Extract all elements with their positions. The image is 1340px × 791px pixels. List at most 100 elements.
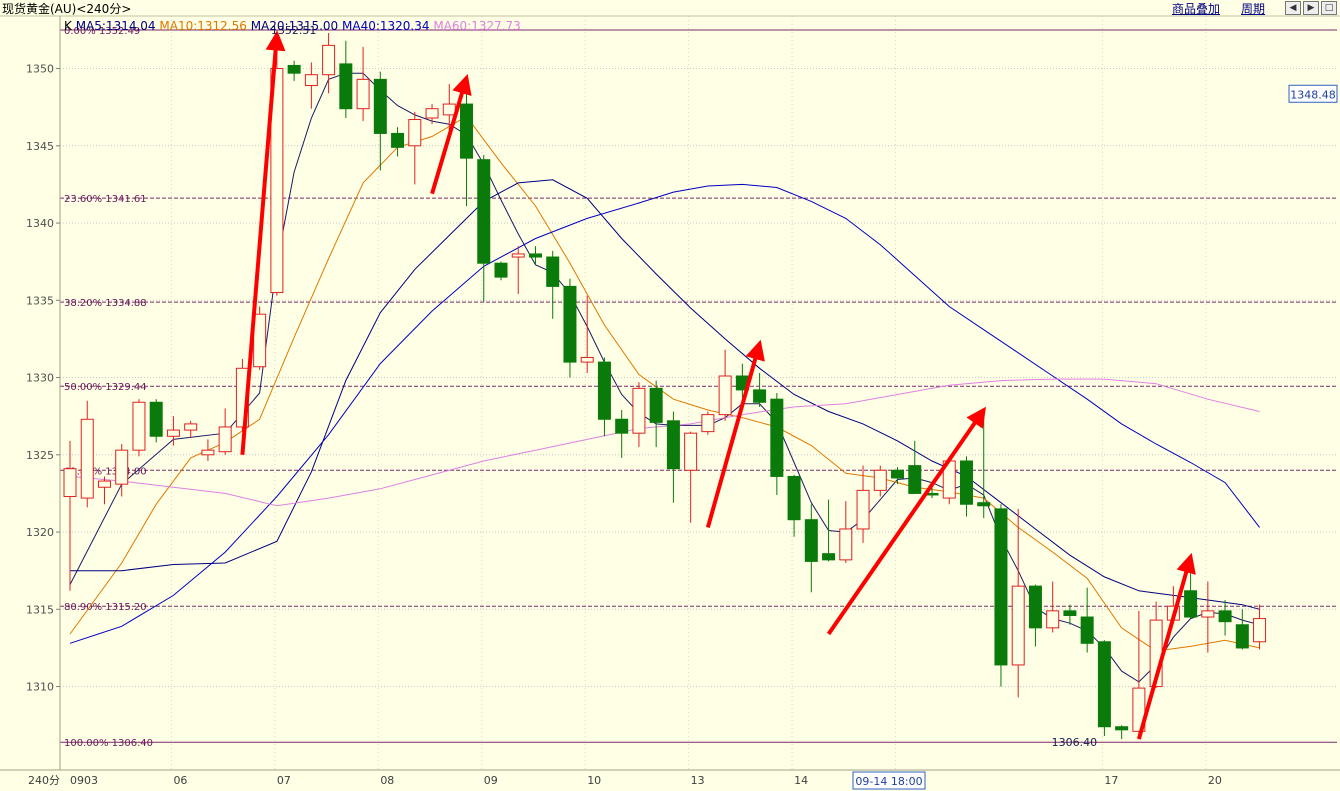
candle-body <box>132 401 146 451</box>
candle-body <box>149 401 163 437</box>
candle-body <box>408 119 422 147</box>
candle-body <box>1184 590 1198 618</box>
candle-body <box>201 449 215 456</box>
y-tick-label: 1320 <box>26 526 54 539</box>
candle-body <box>425 108 439 119</box>
candle <box>666 411 680 503</box>
x-tick-label: 10 <box>587 774 601 787</box>
candle-body <box>1115 726 1129 731</box>
candle-body <box>80 418 94 499</box>
candle <box>615 409 629 458</box>
candle-body <box>494 262 508 278</box>
candle <box>408 111 422 185</box>
candle-body <box>1218 610 1232 623</box>
candle <box>1201 581 1215 653</box>
candle-body <box>666 420 680 470</box>
candle-body <box>1028 585 1042 629</box>
candles-layer <box>63 29 1267 740</box>
candle-body <box>632 387 646 434</box>
candle <box>1132 610 1146 740</box>
candle-body <box>615 418 629 434</box>
candle-body <box>563 285 577 363</box>
candle-body <box>373 78 387 134</box>
candle <box>908 440 922 494</box>
candle-body <box>322 44 336 76</box>
maximize-icon[interactable]: □ <box>1321 1 1337 15</box>
legend-item: MA20:1315.00 <box>251 19 342 33</box>
overlay-button[interactable]: 商品叠加 <box>1172 2 1221 16</box>
candle-body <box>546 256 560 287</box>
y-tick-label: 1345 <box>26 140 54 153</box>
legend-item: MA5:1314.04 <box>76 19 160 33</box>
candle-body <box>649 387 663 423</box>
candle <box>391 127 405 157</box>
y-tick-label: 1315 <box>26 603 54 616</box>
chevron-left-icon[interactable]: ◀ <box>1285 1 1301 15</box>
candle-body <box>63 468 77 498</box>
candle <box>80 400 94 508</box>
cursor-label-box <box>852 771 926 790</box>
ma-line-ma40 <box>69 183 1260 644</box>
candle-body <box>1097 641 1111 728</box>
fib-level-label: 23.60% 1341.61 <box>64 194 147 205</box>
candle-body <box>460 103 474 159</box>
legend-item: MA60:1327.73 <box>433 19 521 33</box>
candle <box>1253 604 1267 650</box>
candle <box>477 155 491 302</box>
y-tick-label: 1330 <box>26 372 54 385</box>
candle <box>218 408 232 455</box>
ma-line-ma60 <box>69 378 1260 507</box>
candle <box>770 393 784 495</box>
candle-body <box>1201 610 1215 618</box>
candle <box>701 411 715 435</box>
x-tick-label: 13 <box>691 774 705 787</box>
candle-body <box>1080 616 1094 644</box>
candle <box>1218 600 1232 636</box>
candle-body <box>1063 610 1077 616</box>
candle-body <box>287 64 301 74</box>
candle <box>304 62 318 109</box>
candle <box>684 431 698 523</box>
candle <box>270 29 284 296</box>
trend-arrow <box>240 30 286 455</box>
y-tick-label: 1340 <box>26 217 54 230</box>
ma-line-ma20 <box>70 179 1260 610</box>
candle <box>839 501 853 563</box>
candle-body <box>304 74 318 87</box>
candle <box>149 399 163 443</box>
candle-body <box>1235 624 1249 649</box>
right-price-label: 1348.48 <box>1290 88 1336 101</box>
fib-level-label: 38.20% 1334.88 <box>64 298 147 309</box>
y-tick-label: 1325 <box>26 449 54 462</box>
chevron-right-icon[interactable]: ▶ <box>1303 1 1319 15</box>
period-button[interactable]: 周期 <box>1241 2 1266 16</box>
right-price-box <box>1288 84 1338 103</box>
candle <box>1080 587 1094 653</box>
x-tick-label: 09 <box>484 774 498 787</box>
period-label: 240分 <box>28 774 60 787</box>
candle <box>804 504 818 593</box>
candle <box>528 246 542 265</box>
candle <box>753 372 767 407</box>
candle-body <box>908 465 922 494</box>
x-tick-label: 14 <box>794 774 808 787</box>
legend-item: MA10:1312.56 <box>159 19 250 33</box>
candle-body <box>115 449 129 485</box>
candle <box>1046 581 1060 633</box>
candle-body <box>356 78 370 110</box>
candle <box>1011 508 1025 698</box>
candle-body <box>994 508 1008 666</box>
candle <box>339 40 353 118</box>
candle-body <box>218 426 232 453</box>
candle <box>184 420 198 438</box>
ma-legend-text: K MA5:1314.04 MA10:1312.56 MA20:1315.00 … <box>64 19 521 33</box>
candle <box>511 246 525 295</box>
candle-body <box>873 469 887 491</box>
candle <box>460 87 474 207</box>
candle-body <box>391 132 405 148</box>
y-tick-label: 1310 <box>26 681 54 694</box>
candle <box>718 349 732 421</box>
cursor-label: 09-14 18:00 <box>855 775 922 788</box>
candle-body <box>270 68 284 294</box>
